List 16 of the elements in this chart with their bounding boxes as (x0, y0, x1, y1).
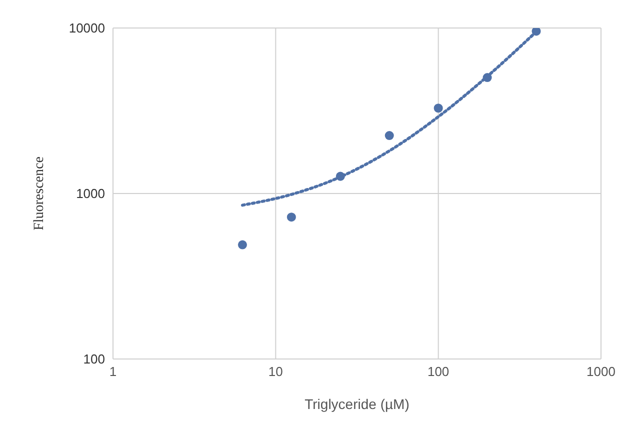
x-axis-title: Triglyceride (µM) (304, 396, 410, 412)
point (482, 73, 492, 82)
point (532, 28, 541, 36)
y-axis-title: Fluorescence (32, 156, 47, 230)
point (238, 240, 247, 250)
y-tick-label: 100 (83, 352, 105, 367)
x-tick-label: 10 (268, 364, 283, 380)
y-tick-label: 10000 (68, 20, 105, 36)
x-tick-label: 1000 (586, 364, 616, 380)
x-tick-label: 100 (427, 364, 450, 380)
point (336, 172, 345, 181)
x-tick-label: 1 (109, 364, 117, 380)
point (384, 131, 394, 140)
y-tick-label: 1000 (76, 186, 105, 202)
point (434, 104, 443, 113)
point (286, 212, 296, 222)
